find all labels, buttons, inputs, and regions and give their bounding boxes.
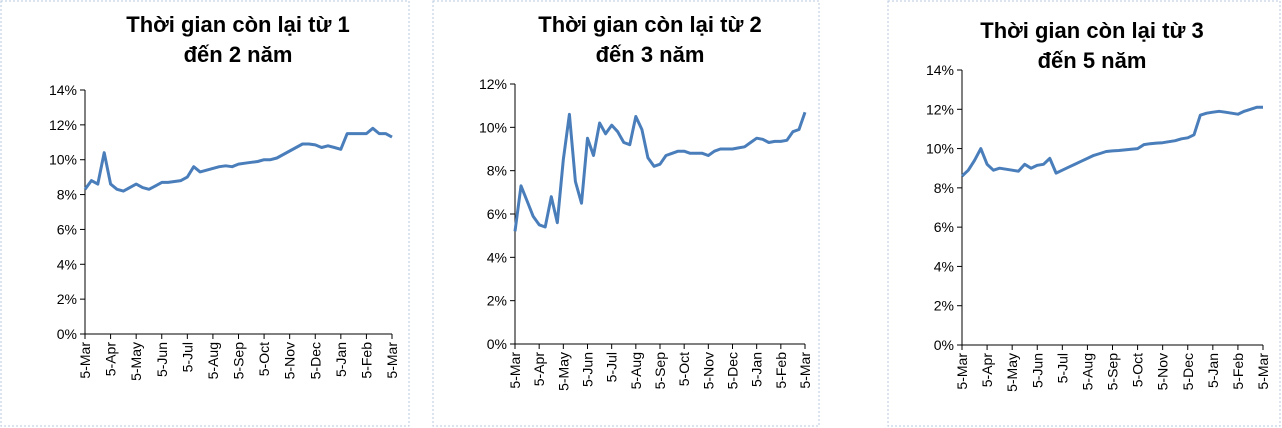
y-tick-label: 0% [934,337,954,353]
x-tick-label: 5-Feb [358,342,374,379]
y-tick-label: 0% [57,326,77,342]
x-tick-label: 5-Apr [103,342,119,377]
x-tick-label: 5-Nov [1155,353,1171,390]
x-tick-label: 5-Oct [1130,353,1146,387]
x-tick-label: 5-May [128,342,144,381]
x-tick-label: 5-Mar [507,352,523,389]
x-tick-label: 5-Aug [1079,353,1095,390]
chart-title: đến 3 năm [596,42,705,67]
x-tick-label: 5-Mar [384,342,400,379]
x-tick-label: 5-Mar [954,353,970,390]
x-tick-label: 5-Sep [1105,353,1121,391]
chart-title: đến 2 năm [184,42,293,67]
chart-title: Thời gian còn lại từ 3 [980,18,1203,43]
chart-title: Thời gian còn lại từ 1 [126,12,349,37]
y-tick-label: 4% [57,256,77,272]
x-tick-label: 5-Jun [580,352,596,387]
x-tick-label: 5-Nov [700,352,716,389]
y-tick-label: 8% [934,180,954,196]
x-tick-label: 5-Jul [1054,353,1070,383]
y-tick-label: 2% [487,293,507,309]
x-tick-label: 5-Jul [179,342,195,372]
y-tick-label: 10% [49,152,77,168]
x-tick-label: 5-Mar [1255,353,1271,390]
x-tick-label: 5-Dec [307,342,323,379]
x-tick-label: 5-Jun [154,342,170,377]
x-tick-label: 5-Oct [676,352,692,386]
y-tick-label: 4% [487,249,507,265]
x-tick-label: 5-Mar [797,352,813,389]
x-tick-label: 5-Feb [1230,353,1246,390]
line-series [83,126,393,193]
x-tick-label: 5-Jul [604,352,620,382]
chart-title: Thời gian còn lại từ 2 [538,12,761,37]
panel-border [887,0,1281,427]
y-tick-label: 6% [487,206,507,222]
y-tick-label: 10% [926,141,954,157]
y-tick-label: 4% [934,258,954,274]
panel-border [0,0,410,427]
x-tick-label: 5-Nov [282,342,298,379]
y-tick-label: 14% [926,62,954,78]
x-tick-label: 5-Aug [205,342,221,379]
x-tick-label: 5-Jan [1205,353,1221,388]
x-tick-label: 5-Apr [979,353,995,388]
y-tick-label: 6% [934,219,954,235]
x-tick-label: 5-May [555,352,571,391]
x-tick-label: 5-May [1004,353,1020,392]
y-tick-label: 12% [926,101,954,117]
x-tick-label: 5-Apr [531,352,547,387]
x-tick-label: 5-Mar [77,342,93,379]
y-tick-label: 10% [479,119,507,135]
x-tick-label: 5-Feb [773,352,789,389]
y-tick-label: 0% [487,336,507,352]
line-series [960,105,1263,178]
y-tick-label: 8% [57,187,77,203]
y-tick-label: 8% [487,163,507,179]
chart-title: đến 5 năm [1038,48,1147,73]
line-series [513,111,807,232]
x-tick-label: 5-Dec [1180,353,1196,390]
x-tick-label: 5-Oct [256,342,272,376]
y-tick-label: 12% [479,76,507,92]
y-tick-label: 12% [49,117,77,133]
panel-border [432,0,820,427]
x-tick-label: 5-Aug [628,352,644,389]
x-tick-label: 5-Jan [749,352,765,387]
x-tick-label: 5-Sep [652,352,668,390]
x-tick-label: 5-Jun [1029,353,1045,388]
x-tick-label: 5-Dec [725,352,741,389]
x-tick-label: 5-Sep [231,342,247,380]
y-tick-label: 6% [57,221,77,237]
y-tick-label: 2% [934,298,954,314]
y-tick-label: 2% [57,291,77,307]
x-tick-label: 5-Jan [333,342,349,377]
y-tick-label: 14% [49,82,77,98]
